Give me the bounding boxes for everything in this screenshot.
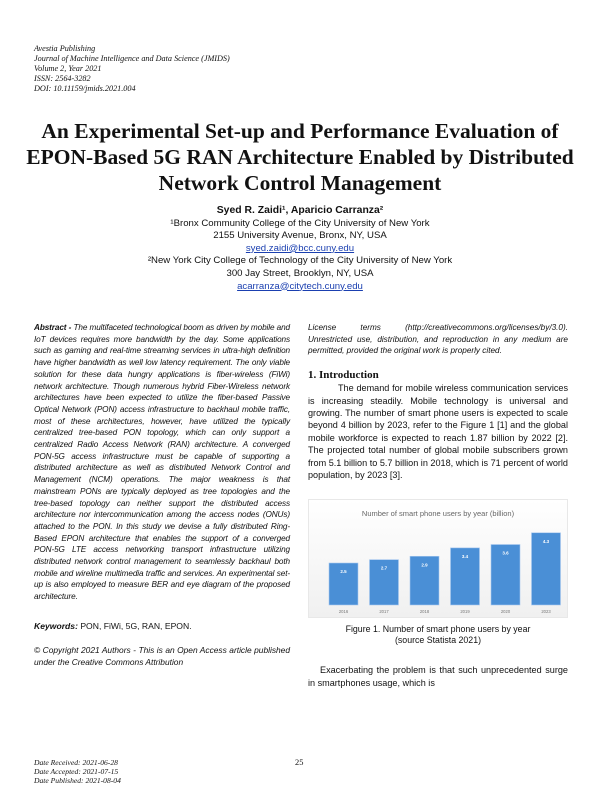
data-label: 2.5 xyxy=(340,569,347,574)
authors-block: Syed R. Zaidi¹, Aparicio Carranza² ¹Bron… xyxy=(0,205,600,293)
email-link-1[interactable]: syed.zaidi@bcc.cuny.edu xyxy=(245,242,355,254)
affiliation-2: ²New York City College of Technology of … xyxy=(147,255,453,267)
bar-2017 xyxy=(369,559,399,606)
date-published: Date Published: 2021-08-04 xyxy=(34,776,121,785)
author-names: Syed R. Zaidi¹, Aparicio Carranza² xyxy=(216,205,384,216)
bar-2023 xyxy=(531,532,561,606)
caption-line-1: Figure 1. Number of smart phone users by… xyxy=(345,624,531,634)
bar-chart: Number of smart phone users by year (bil… xyxy=(328,509,561,614)
doi: DOI: 10.11159/jmids.2021.004 xyxy=(34,84,136,93)
x-tick-label: 2020 xyxy=(501,609,511,614)
paper-title: An Experimental Set-up and Performance E… xyxy=(26,119,574,195)
bar-2018 xyxy=(409,555,440,606)
dates-block: Date Received: 2021-06-28 Date Accepted:… xyxy=(34,758,121,785)
x-tick-label: 2018 xyxy=(420,609,430,614)
abstract: Abstract - The multifaceted technologica… xyxy=(34,322,290,603)
bar-2019 xyxy=(450,547,480,606)
left-column: Abstract - The multifaceted technologica… xyxy=(34,322,290,668)
data-label: 3.6 xyxy=(502,551,509,556)
right-column: License terms (http://creativecommons.or… xyxy=(308,322,568,481)
figure-caption: Figure 1. Number of smart phone users by… xyxy=(308,624,568,646)
x-tick-label: 2019 xyxy=(460,609,470,614)
license-text: License terms (http://creativecommons.or… xyxy=(308,323,568,356)
data-label: 3.4 xyxy=(462,554,469,559)
data-label: 4.3 xyxy=(543,539,550,544)
data-label: 2.7 xyxy=(381,566,388,571)
caption-line-2: (source Statista 2021) xyxy=(394,635,482,645)
keywords-label: Keywords: xyxy=(34,620,78,631)
keywords: Keywords: PON, FiWi, 5G, RAN, EPON. xyxy=(34,621,290,631)
journal-header: Avestia Publishing Journal of Machine In… xyxy=(34,44,230,94)
intro-paragraph: The demand for mobile wireless communica… xyxy=(308,383,568,480)
data-label: 2.9 xyxy=(421,562,428,567)
address-1: 2155 University Avenue, Bronx, NY, USA xyxy=(213,230,387,242)
journal-name: Journal of Machine Intelligence and Data… xyxy=(34,54,230,63)
abstract-label: Abstract - xyxy=(34,323,72,332)
bar-2016 xyxy=(328,562,359,606)
issn: ISSN: 2564-3282 xyxy=(34,74,91,83)
x-tick-label: 2017 xyxy=(379,609,389,614)
x-tick-label: 2016 xyxy=(339,609,349,614)
body-paragraph: Exacerbating the problem is that such un… xyxy=(308,665,568,688)
volume: Volume 2, Year 2021 xyxy=(34,64,102,73)
copyright-notice: © Copyright 2021 Authors - This is an Op… xyxy=(34,644,290,667)
figure-1-chart: Number of smart phone users by year (bil… xyxy=(308,499,568,618)
date-received: Date Received: 2021-06-28 xyxy=(34,758,118,767)
page-number: 25 xyxy=(295,758,304,767)
keywords-text: PON, FiWi, 5G, RAN, EPON. xyxy=(77,620,192,631)
chart-title: Number of smart phone users by year (bil… xyxy=(362,509,515,518)
address-2: 300 Jay Street, Brooklyn, NY, USA xyxy=(226,267,374,279)
publisher: Avestia Publishing xyxy=(34,44,96,53)
abstract-text: The multifaceted technological boom as d… xyxy=(34,323,291,602)
affiliation-1: ¹Bronx Community College of the City Uni… xyxy=(170,217,430,229)
bar-2020 xyxy=(490,544,521,606)
section-heading: 1. Introduction xyxy=(308,369,379,382)
x-tick-label: 2023 xyxy=(541,609,551,614)
date-accepted: Date Accepted: 2021-07-15 xyxy=(34,767,119,776)
email-link-2[interactable]: acarranza@citytech.cuny.edu xyxy=(237,280,363,292)
